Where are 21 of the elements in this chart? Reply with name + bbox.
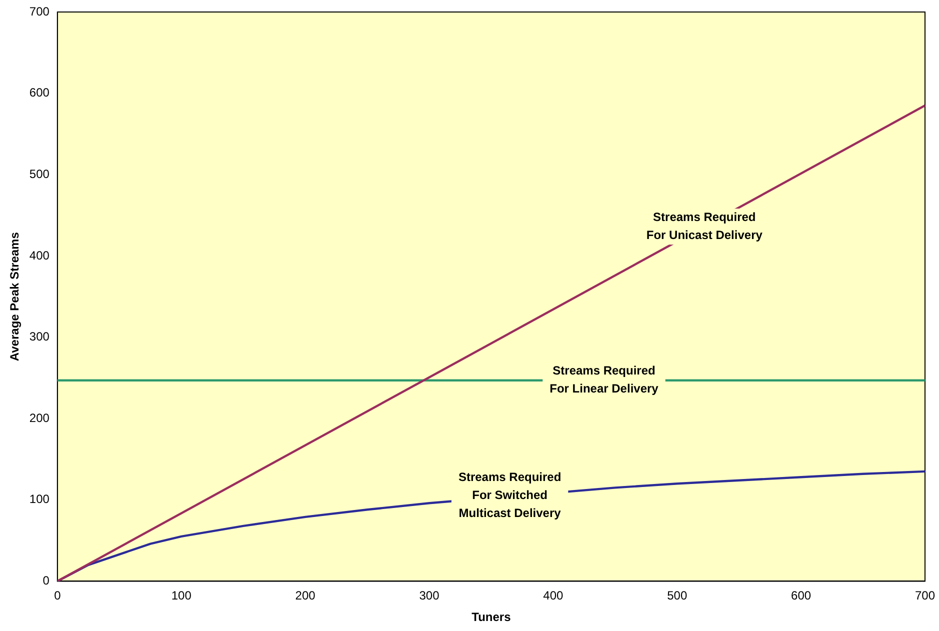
y-tick-label: 100 bbox=[29, 492, 50, 506]
x-tick-label: 0 bbox=[54, 588, 62, 603]
x-tick-label: 100 bbox=[171, 588, 192, 603]
y-tick-label: 500 bbox=[29, 166, 50, 181]
annotation: Streams Required For Linear Delivery bbox=[550, 364, 659, 396]
annotation: Streams Required For Switched Multicast Delivery bbox=[458, 470, 562, 520]
x-tick-label: 700 bbox=[914, 588, 936, 603]
y-tick-label: 0 bbox=[42, 574, 50, 588]
y-axis-title: Average Peak Streams bbox=[8, 232, 22, 362]
y-tick-label: 300 bbox=[29, 330, 50, 344]
x-tick-label: 200 bbox=[295, 588, 316, 603]
x-axis-title: Tuners bbox=[472, 610, 512, 624]
y-tick-label: 700 bbox=[29, 4, 50, 18]
annotation: Streams Required For Unicast Delivery bbox=[646, 210, 763, 242]
y-tick-label: 400 bbox=[29, 248, 50, 262]
x-tick-label: 300 bbox=[419, 588, 440, 603]
y-tick-label: 200 bbox=[29, 410, 50, 425]
x-tick-label: 500 bbox=[667, 588, 688, 603]
x-tick-label: 400 bbox=[543, 588, 564, 603]
y-tick-label: 600 bbox=[29, 86, 50, 100]
x-tick-label: 600 bbox=[791, 588, 812, 603]
